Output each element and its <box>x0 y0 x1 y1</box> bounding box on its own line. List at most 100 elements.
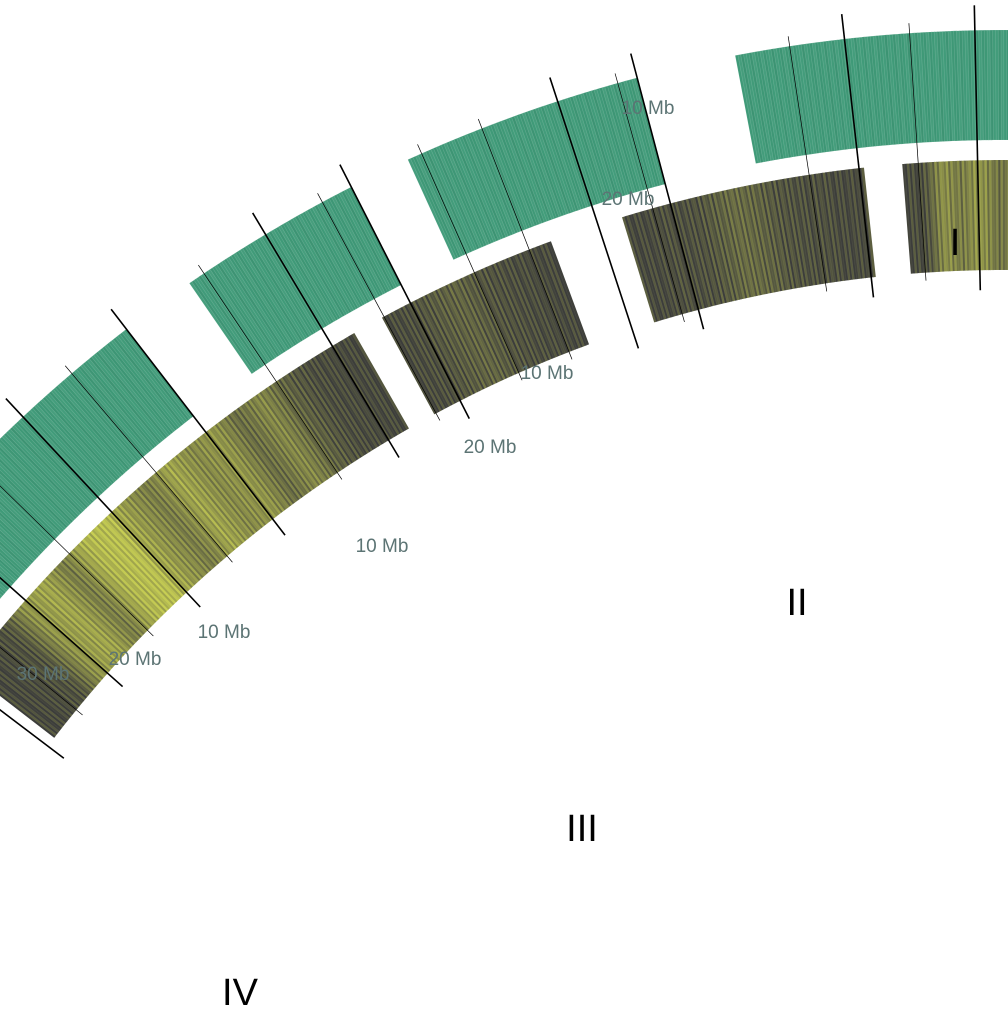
chr2-outer-track-strip <box>580 92 617 200</box>
chr4-inner-track-strip <box>287 371 351 467</box>
chr1-outer-track-strip <box>995 29 1000 141</box>
chr2-outer-track-strip <box>569 95 607 203</box>
chr1-inner-track-strip <box>901 163 914 274</box>
tracks-layer <box>0 29 1008 739</box>
chr2-major-tick-line <box>549 77 640 349</box>
chr4-inner-track-strip <box>84 534 165 616</box>
chr2-inner-track-strip <box>707 193 736 302</box>
chr3-inner-track-strip <box>516 253 561 357</box>
chr4-outer-track-strip <box>38 399 116 485</box>
chr3-inner-track-strip <box>461 276 510 379</box>
chr3-inner-track-strip <box>548 240 590 346</box>
chr3-outer-track-strip <box>338 191 393 292</box>
chr4-outer-track-strip <box>0 437 78 520</box>
chr1-outer-track-strip <box>881 34 895 146</box>
chr2-inner-track-strip <box>730 188 757 297</box>
chr4-outer-track-strip <box>73 368 149 456</box>
chr1-inner-track-strip <box>954 160 962 272</box>
chr3-inner-track-strip <box>471 271 520 375</box>
chr2-outer-track-strip <box>558 99 597 206</box>
chr3-outer-track-strip <box>292 216 351 315</box>
chr1-outer-track-strip <box>869 35 884 147</box>
chr2-outer-track-strip <box>521 111 563 218</box>
chr1-inner-track-strip <box>959 160 966 271</box>
chr2-inner-track-strip <box>835 170 854 281</box>
chr1-minor-tick-line <box>908 23 927 281</box>
chr2-inner-track-strip <box>759 182 783 292</box>
chr2-inner-track-strip <box>637 211 671 319</box>
chr1-tick-label-10mb: 10 Mb <box>622 98 675 119</box>
chr1-outer-track-strip <box>861 36 877 147</box>
chr3-outer-track-strip <box>333 193 389 294</box>
chr3-inner-track-strip <box>420 296 473 397</box>
chr3-inner-track-strip <box>385 313 441 413</box>
chr4-inner-track-strip <box>194 438 266 528</box>
chr2-inner-track-strip <box>623 215 659 323</box>
chr4-inner-track-strip <box>249 397 316 490</box>
chr2-inner-track-strip <box>840 169 858 280</box>
chromosome-label-i: I <box>950 222 961 264</box>
chr2-inner-track-strip <box>752 183 777 293</box>
chr4-outer-track-strip <box>48 390 125 476</box>
chr4-inner-track-strip <box>134 488 211 573</box>
chr4-inner-track-strip <box>258 391 325 484</box>
chr4-inner-track-strip <box>46 574 130 652</box>
chr4-inner-track-strip <box>339 339 399 437</box>
chr2-inner-track-strip <box>802 175 823 285</box>
chr2-inner-track-strip <box>626 214 661 322</box>
chr2-inner-track-strip <box>860 167 877 278</box>
chr4-inner-track-strip <box>253 394 320 488</box>
chr2-outer-track-strip <box>628 78 662 187</box>
chr4-inner-track-strip <box>320 351 381 448</box>
chr2-inner-track-strip <box>783 177 806 288</box>
chr1-outer-track-strip <box>900 33 913 144</box>
chr2-inner-track-strip <box>648 208 681 316</box>
chr2-outer-track-strip <box>513 114 555 221</box>
chr4-tick-label-20mb: 20 Mb <box>109 649 162 670</box>
chr1-outer-track-strip <box>958 30 967 141</box>
chr2-inner-track-strip <box>761 181 785 292</box>
chr2-outer-track-strip <box>466 132 512 237</box>
chr4-inner-track-strip <box>20 602 106 679</box>
chr1-outer-track-strip <box>811 42 831 153</box>
chr2-outer-track-strip <box>474 129 519 234</box>
chr2-inner-track-strip <box>817 172 837 283</box>
chr3-inner-track-strip <box>395 308 450 408</box>
chr1-outer-track-strip <box>953 30 961 142</box>
chr1-outer-track-strip <box>933 31 943 142</box>
chr4-inner-track-strip <box>219 419 289 510</box>
chr4-inner-track-strip <box>145 479 220 565</box>
chr2-tick-label-20mb: 20 Mb <box>464 437 517 458</box>
chr4-inner-track-strip <box>159 467 233 554</box>
chr4-inner-track-strip <box>78 541 159 622</box>
chr3-inner-track-strip <box>492 262 539 366</box>
chr1-outer-track-strip <box>809 42 828 153</box>
chr3-inner-track-strip <box>463 275 512 378</box>
chr1-inner-track-strip <box>927 161 937 273</box>
chr1-inner-track-strip <box>940 161 950 272</box>
chr1-outer-track-strip <box>820 41 838 152</box>
chr3-inner-track-strip <box>422 295 475 396</box>
chr1-outer-track-strip <box>897 33 910 144</box>
chr4-outer-track-strip <box>80 363 155 451</box>
chr2-tick-label-10mb: 10 Mb <box>521 363 574 384</box>
chr4-inner-track-strip <box>201 432 272 523</box>
chr1-inner-track-strip <box>963 160 971 271</box>
chr3-outer-track-strip <box>207 268 272 363</box>
chr2-outer-track-strip <box>425 149 474 253</box>
chr3-outer-track-strip <box>326 197 382 298</box>
chr4-inner-track-strip <box>38 582 123 660</box>
chr1-inner-track-strip <box>979 159 985 271</box>
chr1-outer-track-strip <box>775 47 798 158</box>
chr4-outer-track-strip <box>88 356 163 444</box>
chr1-outer-track-strip <box>944 30 954 142</box>
chr4-inner-track-strip <box>257 392 323 485</box>
chr4-tick-label-30mb: 30 Mb <box>17 664 70 685</box>
chr4-inner-track-strip <box>270 383 335 477</box>
chr4-inner-track-strip <box>341 338 401 436</box>
chr1-outer-track-strip <box>792 44 813 155</box>
chr3-inner-track-strip <box>418 297 471 398</box>
chromosome-label-iv: IV <box>222 972 259 1014</box>
chr2-inner-track-strip <box>813 173 833 284</box>
chr2-outer-track-strip <box>572 95 609 202</box>
